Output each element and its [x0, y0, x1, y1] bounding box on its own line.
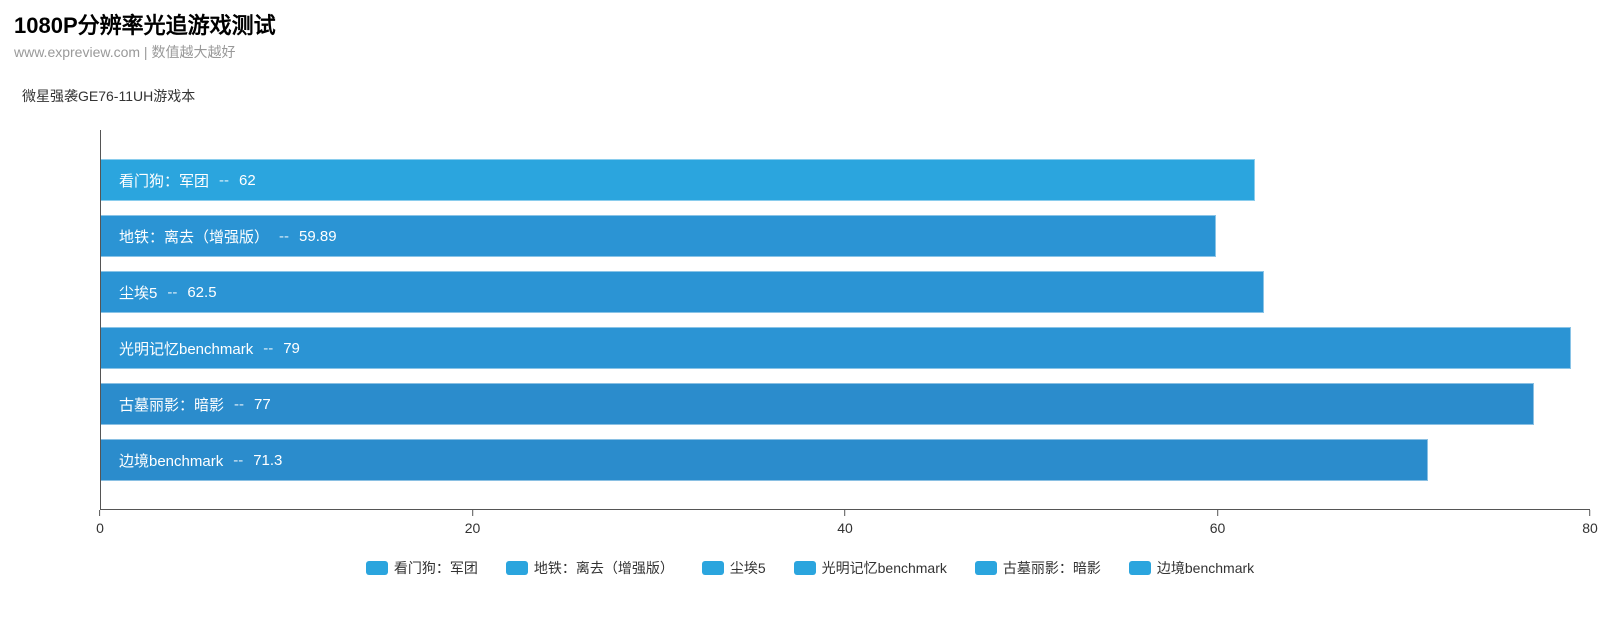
bar-row: 地铁：离去（增强版） -- 59.89: [101, 211, 1590, 261]
tick-mark: [99, 510, 100, 516]
legend-item: 尘埃5: [702, 558, 766, 578]
bar-value: 79: [283, 340, 300, 357]
x-tick: 80: [1582, 510, 1598, 536]
chart-title: 1080P分辨率光追游戏测试: [0, 0, 1620, 40]
legend-item: 边境benchmark: [1129, 558, 1254, 578]
bar-separator: --: [233, 452, 243, 469]
tick-mark: [1217, 510, 1218, 516]
tick-mark: [844, 510, 845, 516]
bar-label: 尘埃5: [119, 282, 157, 303]
bars-container: 看门狗：军团 -- 62 地铁：离去（增强版） -- 59.89 尘埃5 -- 62.5 光明记忆…: [101, 155, 1590, 485]
bar-separator: --: [234, 396, 244, 413]
bar-label: 光明记忆benchmark: [119, 338, 253, 359]
legend-item: 光明记忆benchmark: [794, 558, 947, 578]
legend-item: 看门狗：军团: [366, 558, 478, 578]
bar-row: 看门狗：军团 -- 62: [101, 155, 1590, 205]
tick-label: 60: [1210, 520, 1226, 536]
bar-label: 看门狗：军团: [119, 170, 209, 191]
tick-label: 0: [96, 520, 104, 536]
legend-label: 光明记忆benchmark: [822, 558, 947, 578]
x-tick: 0: [96, 510, 104, 536]
legend-swatch: [1129, 561, 1151, 575]
legend-swatch: [975, 561, 997, 575]
x-tick: 20: [465, 510, 481, 536]
bar-row: 古墓丽影：暗影 -- 77: [101, 379, 1590, 429]
legend-label: 边境benchmark: [1157, 558, 1254, 578]
tick-mark: [472, 510, 473, 516]
y-axis-label: 微星强袭GE76-11UH游戏本: [0, 62, 1620, 106]
bar-row: 尘埃5 -- 62.5: [101, 267, 1590, 317]
bar-value: 77: [254, 396, 271, 413]
chart-subtitle: www.expreview.com | 数值越大越好: [0, 40, 1620, 62]
tick-label: 40: [837, 520, 853, 536]
x-tick: 40: [837, 510, 853, 536]
bar-value: 59.89: [299, 228, 337, 245]
bar-row: 边境benchmark -- 71.3: [101, 435, 1590, 485]
bar-value: 62.5: [187, 284, 216, 301]
tick-label: 80: [1582, 520, 1598, 536]
legend-swatch: [794, 561, 816, 575]
legend-label: 古墓丽影：暗影: [1003, 558, 1101, 578]
bar-label: 边境benchmark: [119, 450, 223, 471]
legend-swatch: [366, 561, 388, 575]
bar-label: 地铁：离去（增强版）: [119, 226, 269, 247]
bar-label: 古墓丽影：暗影: [119, 394, 224, 415]
tick-label: 20: [465, 520, 481, 536]
legend: 看门狗：军团 地铁：离去（增强版） 尘埃5 光明记忆benchmark 古墓丽影：暗影 边…: [0, 558, 1620, 578]
bar: 边境benchmark -- 71.3: [101, 439, 1428, 481]
bar: 古墓丽影：暗影 -- 77: [101, 383, 1534, 425]
tick-mark: [1589, 510, 1590, 516]
legend-label: 尘埃5: [730, 558, 766, 578]
bar-value: 71.3: [253, 452, 282, 469]
bar-row: 光明记忆benchmark -- 79: [101, 323, 1590, 373]
bar-value: 62: [239, 172, 256, 189]
x-tick: 60: [1210, 510, 1226, 536]
bar: 看门狗：军团 -- 62: [101, 159, 1255, 201]
bar: 地铁：离去（增强版） -- 59.89: [101, 215, 1216, 257]
legend-item: 地铁：离去（增强版）: [506, 558, 674, 578]
bar: 尘埃5 -- 62.5: [101, 271, 1264, 313]
bar-separator: --: [167, 284, 177, 301]
bar: 光明记忆benchmark -- 79: [101, 327, 1571, 369]
chart-plot-area: 看门狗：军团 -- 62 地铁：离去（增强版） -- 59.89 尘埃5 -- 62.5 光明记忆…: [100, 130, 1590, 510]
legend-label: 地铁：离去（增强版）: [534, 558, 674, 578]
legend-label: 看门狗：军团: [394, 558, 478, 578]
legend-item: 古墓丽影：暗影: [975, 558, 1101, 578]
legend-swatch: [702, 561, 724, 575]
bar-separator: --: [279, 228, 289, 245]
bar-separator: --: [263, 340, 273, 357]
x-axis-ticks: 020406080: [100, 510, 1590, 550]
bar-separator: --: [219, 172, 229, 189]
legend-swatch: [506, 561, 528, 575]
